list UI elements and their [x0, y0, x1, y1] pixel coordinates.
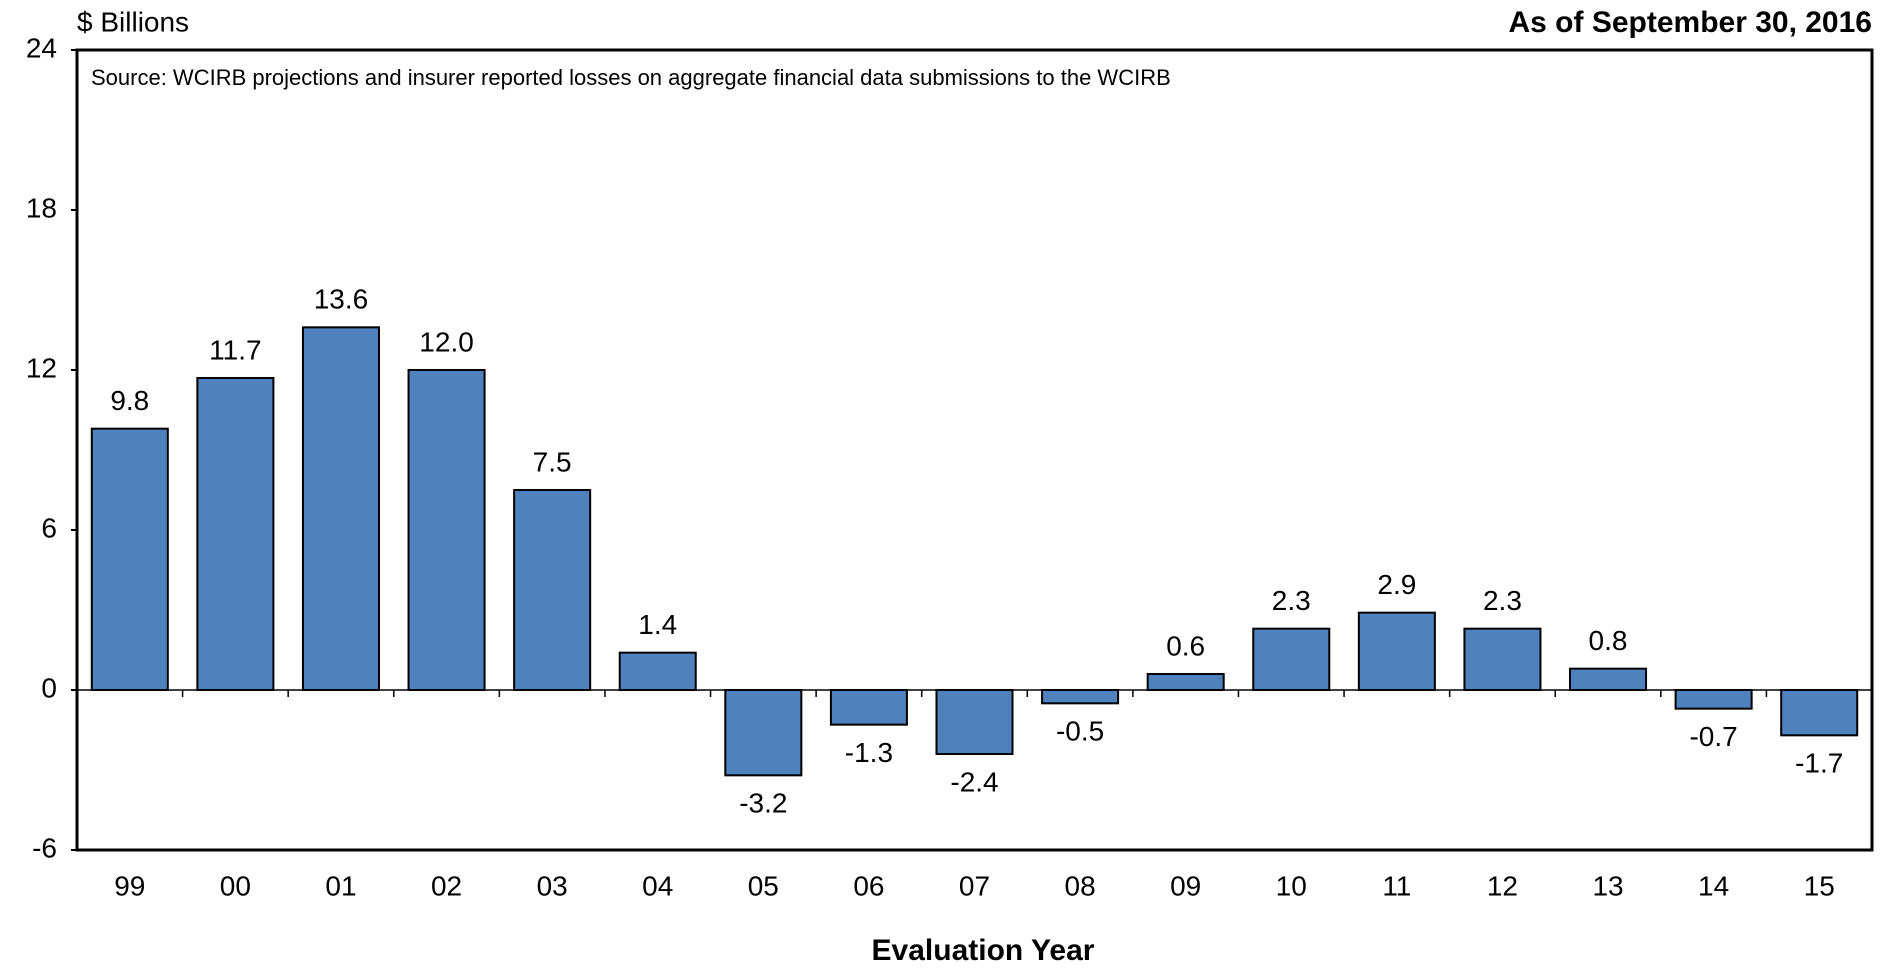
x-tick-label: 09 [1170, 870, 1201, 901]
data-label: -3.2 [739, 788, 787, 819]
data-label: -1.3 [845, 737, 893, 768]
bar [1041, 689, 1120, 705]
y-axis-label: $ Billions [77, 6, 189, 37]
bar [1146, 673, 1225, 691]
data-label: 0.6 [1166, 630, 1205, 661]
bar [1674, 689, 1753, 710]
source-note: Source: WCIRB projections and insurer re… [91, 65, 1171, 90]
bar [301, 326, 380, 691]
bar [1357, 611, 1436, 692]
y-tick-label: 12 [26, 352, 57, 383]
bar [935, 689, 1014, 755]
data-label: 12.0 [419, 326, 474, 357]
bar [618, 651, 697, 692]
data-label: 1.4 [638, 609, 677, 640]
data-label: -1.7 [1795, 748, 1843, 779]
x-tick-label: 13 [1592, 870, 1623, 901]
y-tick-label: 6 [41, 512, 57, 543]
x-tick-label: 00 [220, 870, 251, 901]
y-tick-label: 24 [26, 32, 57, 63]
x-tick-label: 11 [1382, 870, 1411, 901]
data-label: 13.6 [314, 284, 369, 315]
data-label: 0.8 [1589, 625, 1628, 656]
x-tick-label: 15 [1804, 870, 1835, 901]
x-tick-label: 12 [1487, 870, 1518, 901]
bar [1252, 627, 1331, 692]
x-axis-label: Evaluation Year [872, 934, 1095, 967]
bar [513, 489, 592, 691]
data-label: -0.7 [1689, 721, 1737, 752]
bar [829, 689, 908, 726]
bar [1569, 667, 1648, 692]
x-tick-label: 02 [431, 870, 462, 901]
x-tick-label: 10 [1276, 870, 1307, 901]
x-tick-label: 08 [1065, 870, 1096, 901]
data-label: -0.5 [1056, 716, 1104, 747]
data-label: 11.7 [209, 334, 261, 365]
y-tick-label: -6 [32, 832, 57, 863]
x-tick-label: 05 [748, 870, 779, 901]
data-label: 2.3 [1483, 585, 1522, 616]
bar [1780, 689, 1859, 737]
chart-title: As of September 30, 2016 [1508, 6, 1872, 39]
data-label: 2.9 [1377, 569, 1416, 600]
x-tick-label: 01 [325, 870, 356, 901]
x-tick-label: 07 [959, 870, 990, 901]
plot-frame [75, 48, 1874, 852]
bar [90, 427, 169, 691]
bar [407, 369, 486, 691]
data-label: 7.5 [533, 446, 572, 477]
x-tick-label: 99 [114, 870, 145, 901]
bar [196, 377, 275, 691]
x-tick-label: 03 [537, 870, 568, 901]
bar [1463, 627, 1542, 692]
y-tick-label: 18 [26, 192, 57, 223]
x-tick-label: 04 [642, 870, 673, 901]
data-label: -2.4 [950, 766, 998, 797]
data-label: 2.3 [1272, 585, 1311, 616]
y-tick-label: 0 [41, 672, 57, 703]
data-label: 9.8 [110, 385, 149, 416]
x-tick-label: 14 [1698, 870, 1729, 901]
x-tick-label: 06 [853, 870, 884, 901]
bar [724, 689, 803, 777]
